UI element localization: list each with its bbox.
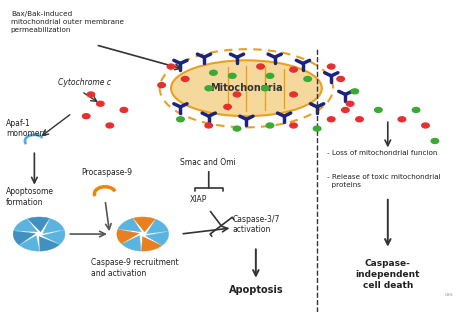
Circle shape (106, 123, 114, 128)
Polygon shape (117, 229, 139, 244)
Circle shape (342, 107, 349, 112)
Circle shape (233, 126, 241, 131)
Circle shape (328, 117, 335, 122)
Circle shape (328, 64, 335, 69)
Text: Caspase-3/7
activation: Caspase-3/7 activation (232, 215, 280, 234)
Circle shape (177, 117, 184, 122)
Circle shape (120, 107, 128, 112)
Circle shape (233, 92, 241, 97)
Circle shape (205, 86, 212, 91)
Circle shape (290, 92, 297, 97)
Text: CSH: CSH (445, 293, 453, 296)
Text: Bax/Bak-induced
mitochondrial outer membrane
permeabilization: Bax/Bak-induced mitochondrial outer memb… (11, 11, 124, 33)
Polygon shape (42, 230, 65, 244)
Circle shape (182, 76, 189, 81)
Circle shape (210, 70, 217, 75)
Circle shape (97, 101, 104, 106)
Text: Caspase-
independent
cell death: Caspase- independent cell death (356, 259, 420, 290)
Polygon shape (146, 219, 168, 233)
Circle shape (205, 123, 212, 128)
Polygon shape (122, 236, 141, 251)
Circle shape (257, 64, 264, 69)
Text: Cytochrome c: Cytochrome c (58, 78, 111, 87)
Circle shape (167, 64, 175, 69)
Circle shape (304, 76, 311, 81)
Polygon shape (133, 217, 155, 232)
Polygon shape (141, 237, 162, 251)
Text: - Release of toxic mitochondrial
  proteins: - Release of toxic mitochondrial protein… (327, 174, 440, 188)
Circle shape (351, 89, 358, 94)
Circle shape (228, 73, 236, 78)
Text: Apoptosome
formation: Apoptosome formation (6, 187, 54, 207)
Circle shape (431, 139, 438, 143)
Circle shape (337, 76, 345, 81)
Circle shape (87, 92, 95, 97)
Polygon shape (146, 232, 169, 245)
Circle shape (374, 107, 382, 112)
Text: Mitochondria: Mitochondria (210, 83, 283, 93)
Circle shape (398, 117, 406, 122)
Circle shape (266, 73, 274, 78)
Circle shape (262, 86, 269, 91)
Polygon shape (39, 237, 60, 251)
Polygon shape (118, 218, 141, 232)
Text: XIAP: XIAP (190, 195, 207, 204)
Polygon shape (19, 236, 39, 251)
Circle shape (158, 83, 165, 88)
Circle shape (346, 101, 354, 106)
Polygon shape (27, 217, 49, 232)
Polygon shape (13, 231, 35, 245)
Circle shape (422, 123, 429, 128)
Text: Smac and Omi: Smac and Omi (181, 158, 236, 167)
Circle shape (412, 107, 420, 112)
Text: Apoptosis: Apoptosis (228, 285, 283, 295)
Circle shape (290, 123, 297, 128)
Circle shape (224, 104, 231, 109)
Circle shape (356, 117, 363, 122)
Circle shape (82, 114, 90, 119)
Circle shape (266, 123, 274, 128)
Text: Apaf-1
monomers: Apaf-1 monomers (6, 119, 47, 138)
Polygon shape (14, 219, 37, 232)
Circle shape (290, 67, 297, 72)
Text: Caspase-9 recruitment
and activation: Caspase-9 recruitment and activation (91, 259, 179, 278)
Text: - Loss of mitochondrial funcion: - Loss of mitochondrial funcion (327, 151, 437, 156)
Polygon shape (43, 218, 64, 233)
Circle shape (313, 126, 321, 131)
Text: Procaspase-9: Procaspase-9 (82, 167, 133, 177)
Ellipse shape (171, 60, 322, 116)
